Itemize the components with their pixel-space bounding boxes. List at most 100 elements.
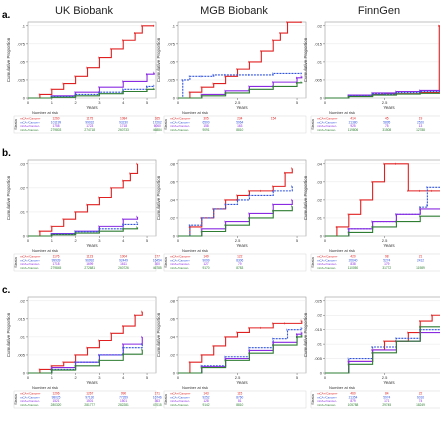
plot-area [324, 21, 440, 99]
y-axis-label: Cumulative Proportion [156, 312, 161, 357]
column-title-finngen: FinnGen [358, 5, 400, 17]
risk-count: 96992 [85, 258, 94, 262]
risk-table-title: Number at risk [182, 385, 208, 390]
risk-count: 925 [350, 124, 356, 128]
strata-name: mCA-/Cancer+ [317, 258, 337, 262]
strata-name: mCA+/Cancer+ [170, 255, 191, 259]
y-tick-label: 0 [320, 234, 323, 239]
risk-count: 79 [238, 262, 242, 266]
y-tick-label: .075 [17, 41, 26, 46]
risk-count: 1718 [120, 124, 127, 128]
risk-count: 1611 [120, 262, 127, 266]
risk-count: 75 [385, 124, 389, 128]
x-tick-label: 3 [98, 100, 101, 105]
y-tick-label: .04 [316, 161, 322, 166]
y-axis-label: Cumulative Proportion [303, 175, 308, 220]
x-tick-label: 0 [177, 375, 180, 380]
km-panel: 0 .025 .05 .075 .1 0 1 2 3 4 5 Years Cumulative Prop… [6, 21, 162, 134]
risk-count: 128 [203, 399, 209, 403]
risk-count: 81 [238, 399, 242, 403]
risk-count: 21 [419, 255, 423, 259]
y-axis-label: Cumulative Proportion [156, 37, 161, 82]
km-panel: 0 .005 .01 .015 .02 0 1 2 3 4 5 Years Cumulative Pro… [6, 296, 162, 409]
y-tick-label: .025 [17, 77, 26, 82]
risk-count: 77359 [119, 395, 128, 399]
y-tick-label: .015 [314, 41, 323, 46]
x-tick-label: 0 [27, 238, 30, 243]
column-title-mgb: MGB Biobank [200, 5, 268, 17]
risk-count: 1723 [86, 124, 93, 128]
series-line-mCA-Cancer- [178, 335, 303, 374]
risk-count: 8306 [236, 258, 243, 262]
risk-count: 1296 [52, 392, 59, 396]
strata-name: mCA+/Cancer+ [317, 255, 338, 259]
risk-count: 8760 [236, 395, 243, 399]
y-tick-label: 0 [173, 234, 176, 239]
series-line-mCA+Cancer+ [28, 25, 155, 99]
x-axis-label: Years [86, 380, 98, 385]
risk-count: 879 [350, 399, 356, 403]
risk-count: 177 [155, 255, 161, 259]
risk-count: 1175 [86, 117, 93, 121]
y-tick-label: .025 [167, 77, 176, 82]
series-line-mCA+Cancer+ [28, 163, 139, 237]
y-tick-label: .08 [169, 298, 175, 303]
strata-label: Strata [163, 118, 168, 129]
x-tick-label: 5 [146, 100, 149, 105]
strata-name: mCA+/Cancer- [170, 399, 190, 403]
risk-count: 274718 [84, 128, 95, 132]
strata-name: mCA-/Cancer- [20, 266, 39, 270]
risk-count: 234 [237, 117, 243, 121]
series-line-mCA-Cancer+ [178, 186, 293, 237]
series-line-mCA-Cancer+ [178, 327, 303, 374]
risk-count: 92449 [119, 258, 128, 262]
y-tick-label: .01 [316, 215, 322, 220]
x-tick-label: 5 [296, 100, 299, 105]
risk-count: 460 [350, 392, 356, 396]
x-tick-label: 4 [122, 238, 125, 243]
risk-count: 149 [203, 255, 209, 259]
risk-table-title: Number at risk [32, 248, 58, 253]
strata-label: Strata [163, 256, 168, 267]
y-tick-label: .02 [169, 215, 175, 220]
risk-count: 19 [419, 117, 423, 121]
y-axis-label: Cumulative Proportion [6, 37, 11, 82]
risk-table-box [163, 253, 307, 272]
risk-count: 165 [155, 117, 161, 121]
risk-count: 143 [203, 392, 209, 396]
risk-count: 305 [203, 117, 209, 121]
risk-count: 31772 [382, 266, 391, 270]
x-tick-label: 4 [122, 100, 125, 105]
risk-count: 272681 [84, 266, 95, 270]
risk-count: 45 [385, 117, 389, 121]
x-axis-label: Years [383, 243, 395, 248]
risk-table-box [163, 115, 307, 134]
strata-label: Strata [163, 393, 168, 404]
risk-count: 31508 [382, 128, 391, 132]
risk-count: 11989 [416, 266, 425, 270]
series-line-mCA-Cancer- [178, 82, 303, 99]
y-tick-label: 0 [23, 234, 26, 239]
x-axis-label: Years [86, 243, 98, 248]
strata-name: mCA-/Cancer- [170, 128, 189, 132]
risk-count: 98025 [52, 395, 61, 399]
y-tick-label: .02 [316, 197, 322, 202]
risk-count: 990 [121, 392, 127, 396]
x-axis-label: Years [236, 105, 248, 110]
risk-count: 280320 [51, 403, 62, 407]
x-tick-label: 3 [98, 375, 101, 380]
x-tick-label: 5 [296, 375, 299, 380]
risk-table-box [13, 253, 157, 272]
risk-count: 8810 [236, 403, 243, 407]
risk-count: 101199 [51, 120, 62, 124]
plot-area [324, 296, 440, 374]
strata-name: mCA+/Cancer- [20, 262, 40, 266]
y-tick-label: .01 [19, 334, 25, 339]
y-tick-label: .005 [314, 77, 323, 82]
strata-name: mCA-/Cancer- [317, 403, 336, 407]
series-line-mCA+Cancer- [178, 332, 303, 374]
y-tick-label: .03 [316, 179, 322, 184]
column-title-uk: UK Biobank [55, 5, 114, 17]
x-tick-label: 4 [122, 375, 125, 380]
y-tick-label: .05 [169, 59, 175, 64]
